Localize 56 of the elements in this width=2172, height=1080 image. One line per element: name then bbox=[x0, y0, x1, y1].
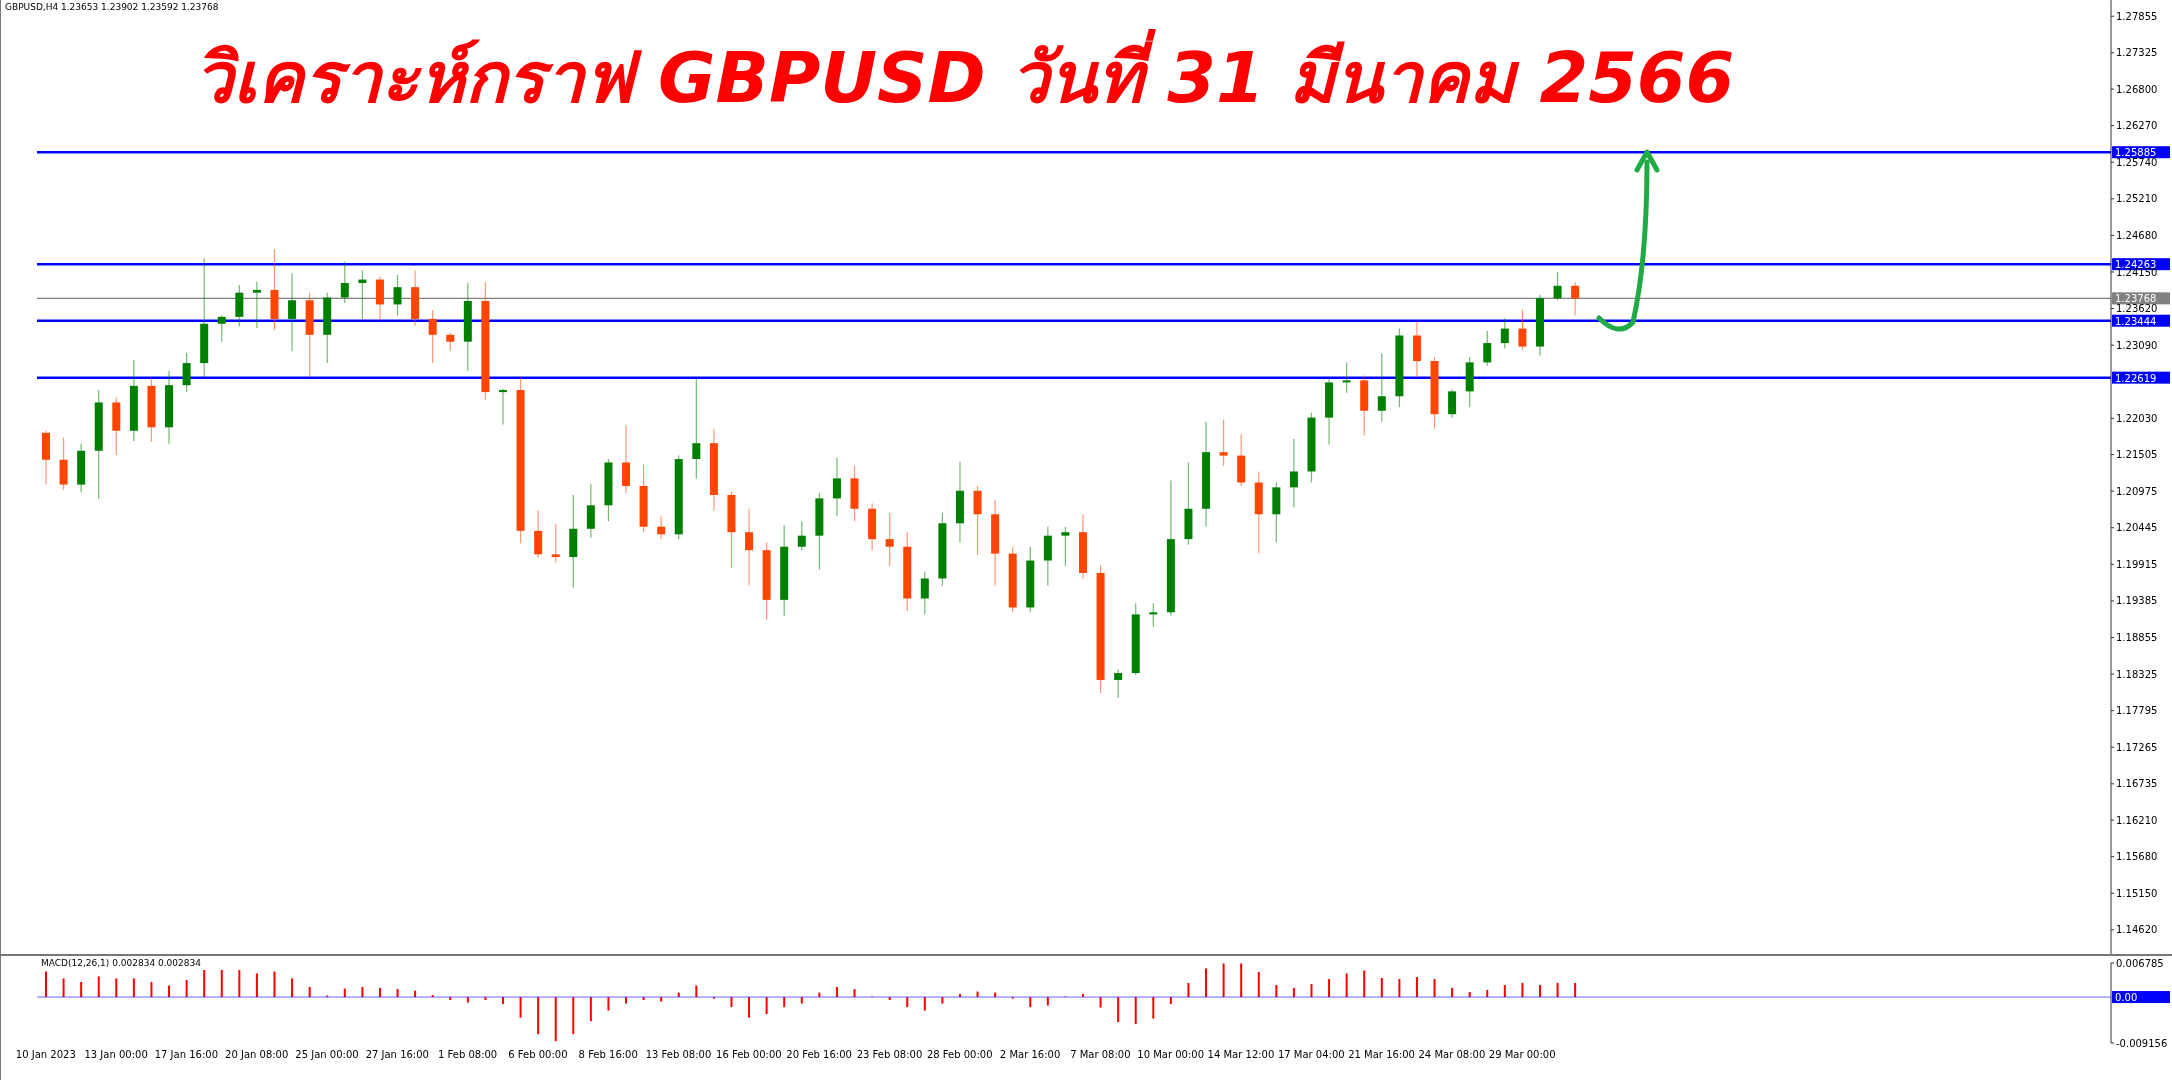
ref-line-label: 0.00 bbox=[2115, 992, 2138, 1004]
ref-line-label: 1.23444 bbox=[2115, 315, 2157, 327]
y-tick-label: 1.20445 bbox=[2116, 522, 2158, 534]
x-tick-label: 13 Feb 08:00 bbox=[645, 1049, 712, 1061]
ref-line-label: 1.22619 bbox=[2115, 372, 2157, 384]
x-tick-label: 1 Feb 08:00 bbox=[437, 1049, 498, 1061]
y-tick-label: 1.26270 bbox=[2116, 120, 2158, 132]
y-tick-label: 1.14620 bbox=[2116, 924, 2158, 936]
x-tick-label: 16 Feb 00:00 bbox=[716, 1049, 782, 1061]
chart-title: MACD(12,26,1) 0.002834 0.002834 bbox=[41, 958, 201, 968]
x-tick-label: 8 Feb 16:00 bbox=[578, 1049, 638, 1061]
y-tick-label: 1.16210 bbox=[2116, 814, 2158, 826]
ref-line-label: 1.25885 bbox=[2115, 147, 2157, 159]
y-tick-label: 1.16735 bbox=[2116, 778, 2158, 790]
y-tick-label: -0.009156 bbox=[2116, 1037, 2168, 1049]
x-tick-label: 24 Mar 08:00 bbox=[1418, 1049, 1486, 1061]
y-tick-label: 1.20975 bbox=[2116, 485, 2158, 497]
y-tick-label: 1.15150 bbox=[2116, 887, 2158, 899]
x-tick-label: 20 Feb 16:00 bbox=[786, 1049, 852, 1061]
y-tick-label: 1.27855 bbox=[2116, 10, 2158, 22]
y-tick-label: 1.25210 bbox=[2116, 193, 2158, 205]
ref-line-label: 1.23768 bbox=[2115, 293, 2157, 305]
x-tick-label: 10 Jan 2023 bbox=[15, 1049, 76, 1061]
text: วิเคราะห์กราฟ GBPUSD วันที่ 31 มีนาคม 2566 bbox=[192, 28, 1736, 121]
y-tick-label: 1.18325 bbox=[2116, 668, 2158, 680]
y-tick-label: 1.17265 bbox=[2116, 741, 2158, 753]
x-tick-label: 20 Jan 08:00 bbox=[225, 1049, 289, 1061]
y-tick-label: 1.19915 bbox=[2116, 558, 2158, 570]
x-tick-label: 28 Feb 00:00 bbox=[926, 1049, 993, 1061]
x-tick-label: 25 Jan 00:00 bbox=[295, 1049, 359, 1061]
y-tick-label: 1.15680 bbox=[2116, 851, 2158, 863]
x-tick-label: 21 Mar 16:00 bbox=[1348, 1049, 1415, 1061]
y-tick-label: 1.19385 bbox=[2116, 595, 2158, 607]
y-tick-label: 1.23620 bbox=[2116, 303, 2158, 315]
x-tick-label: 17 Jan 16:00 bbox=[154, 1049, 219, 1061]
y-tick-label: 1.17795 bbox=[2116, 705, 2158, 717]
x-tick-label: 10 Mar 00:00 bbox=[1137, 1049, 1205, 1061]
x-tick-label: 29 Mar 00:00 bbox=[1488, 1049, 1556, 1061]
x-tick-label: 23 Feb 08:00 bbox=[856, 1049, 923, 1061]
x-tick-label: 7 Mar 08:00 bbox=[1070, 1049, 1131, 1061]
x-tick-label: 14 Mar 12:00 bbox=[1207, 1049, 1275, 1061]
y-tick-label: 0.006785 bbox=[2116, 957, 2164, 969]
annotation: GBPUSD,H4 1.23653 1.23902 1.23592 1.23768 bbox=[5, 2, 219, 12]
x-tick-label: 13 Jan 00:00 bbox=[84, 1049, 148, 1061]
x-tick-label: 6 Feb 00:00 bbox=[508, 1049, 568, 1061]
y-tick-label: 1.27325 bbox=[2116, 47, 2158, 59]
x-tick-label: 17 Mar 04:00 bbox=[1277, 1049, 1345, 1061]
y-tick-label: 1.23090 bbox=[2116, 339, 2158, 351]
y-tick-label: 1.24680 bbox=[2116, 229, 2158, 241]
y-tick-label: 1.18855 bbox=[2116, 632, 2158, 644]
y-tick-label: 1.26800 bbox=[2116, 83, 2158, 95]
x-tick-label: 2 Mar 16:00 bbox=[999, 1049, 1061, 1061]
y-tick-label: 1.25740 bbox=[2116, 156, 2158, 168]
y-tick-label: 1.22030 bbox=[2116, 412, 2158, 424]
x-tick-label: 27 Jan 16:00 bbox=[365, 1049, 429, 1061]
y-tick-label: 1.21505 bbox=[2116, 449, 2158, 461]
